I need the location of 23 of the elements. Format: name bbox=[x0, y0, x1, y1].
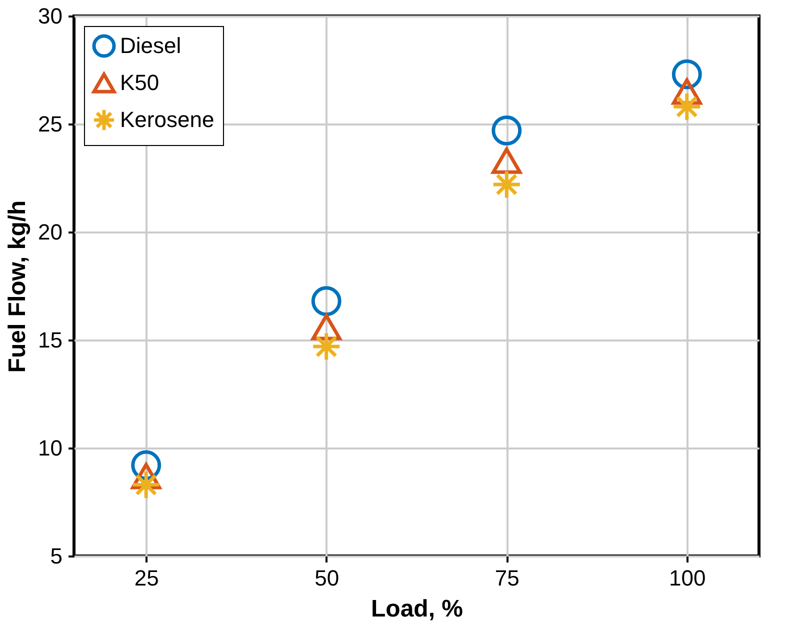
point bbox=[492, 148, 522, 174]
y-tick-label: 25 bbox=[38, 112, 62, 136]
legend-label: Kerosene bbox=[120, 107, 214, 132]
point bbox=[672, 59, 702, 90]
x-tick-label: 100 bbox=[669, 566, 706, 590]
legend-label: K50 bbox=[120, 70, 160, 95]
x-tick-label: 50 bbox=[314, 566, 340, 590]
y-tick-label: 30 bbox=[38, 4, 62, 28]
x-tick-label: 25 bbox=[134, 566, 159, 590]
legend-label: Diesel bbox=[120, 33, 182, 58]
point bbox=[131, 470, 162, 500]
point bbox=[311, 286, 342, 316]
x-tick-label: 75 bbox=[494, 566, 520, 590]
point bbox=[492, 116, 522, 146]
point bbox=[672, 92, 702, 122]
y-tick-label: 15 bbox=[38, 328, 62, 352]
x-axis-title: Load, % bbox=[370, 596, 464, 622]
point bbox=[492, 170, 522, 200]
y-axis-title: Fuel Flow, kg/h bbox=[4, 200, 32, 373]
y-tick-label: 20 bbox=[38, 220, 62, 244]
point bbox=[311, 332, 342, 362]
y-tick-label: 5 bbox=[50, 544, 62, 568]
y-tick-label: 10 bbox=[38, 436, 62, 460]
